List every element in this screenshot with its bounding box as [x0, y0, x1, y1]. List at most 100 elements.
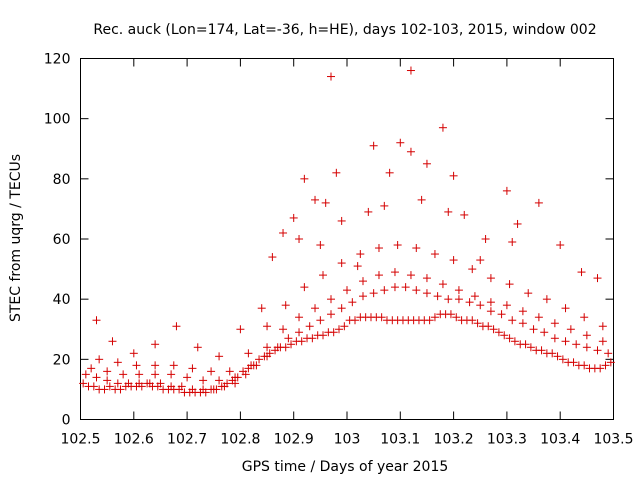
- data-point: [167, 370, 176, 379]
- data-point: [281, 301, 290, 310]
- data-point: [550, 334, 559, 343]
- data-point: [390, 268, 399, 277]
- data-point: [319, 331, 328, 340]
- data-series: [79, 310, 615, 397]
- data-point: [513, 219, 522, 228]
- data-point: [247, 361, 256, 370]
- plot-frame: [80, 58, 614, 420]
- data-point: [497, 310, 506, 319]
- data-point: [321, 198, 330, 207]
- data-point: [263, 352, 272, 361]
- data-point: [281, 343, 290, 352]
- data-point: [454, 295, 463, 304]
- data-point: [577, 268, 586, 277]
- data-point: [257, 304, 266, 313]
- data-point: [255, 355, 264, 364]
- data-point: [340, 322, 349, 331]
- data-point: [151, 340, 160, 349]
- data-point: [92, 316, 101, 325]
- data-point: [329, 328, 338, 337]
- data-point: [279, 228, 288, 237]
- data-point: [502, 301, 511, 310]
- data-series: [92, 123, 602, 361]
- data-point: [356, 250, 365, 259]
- data-point: [316, 241, 325, 250]
- data-point: [183, 373, 192, 382]
- data-point: [327, 310, 336, 319]
- data-point: [156, 379, 165, 388]
- data-series: [87, 268, 607, 385]
- data-point: [484, 322, 493, 331]
- data-point: [438, 123, 447, 132]
- data-point: [332, 168, 341, 177]
- data-point: [177, 382, 186, 391]
- data-point: [105, 382, 114, 391]
- data-point: [374, 244, 383, 253]
- data-series: [95, 241, 607, 376]
- data-point: [460, 210, 469, 219]
- data-point: [103, 367, 112, 376]
- data-point: [444, 207, 453, 216]
- data-point: [582, 331, 591, 340]
- data-point: [508, 238, 517, 247]
- data-point: [430, 313, 439, 322]
- x-tick-label: 103.1: [380, 432, 420, 448]
- x-tick-label: 102.8: [220, 432, 260, 448]
- x-tick-label: 102.5: [60, 432, 100, 448]
- data-point: [406, 66, 415, 75]
- data-point: [132, 361, 141, 370]
- data-point: [244, 349, 253, 358]
- data-point: [199, 376, 208, 385]
- data-point: [300, 283, 309, 292]
- data-series: [295, 66, 517, 265]
- y-tick-label: 0: [62, 413, 71, 429]
- data-point: [311, 304, 320, 313]
- data-point: [500, 331, 509, 340]
- data-point: [521, 340, 530, 349]
- data-point: [449, 256, 458, 265]
- data-point: [593, 346, 602, 355]
- data-point: [350, 316, 359, 325]
- data-point: [89, 382, 98, 391]
- data-point: [311, 195, 320, 204]
- data-point: [438, 280, 447, 289]
- data-point: [374, 271, 383, 280]
- data-point: [473, 319, 482, 328]
- data-point: [116, 385, 125, 394]
- x-tick-label: 103: [334, 432, 361, 448]
- data-point: [524, 289, 533, 298]
- data-point: [215, 376, 224, 385]
- data-point: [81, 370, 90, 379]
- data-point: [406, 147, 415, 156]
- data-point: [337, 216, 346, 225]
- data-point: [287, 340, 296, 349]
- data-point: [377, 313, 386, 322]
- data-point: [113, 379, 122, 388]
- data-point: [169, 361, 178, 370]
- data-point: [486, 274, 495, 283]
- data-point: [353, 262, 362, 271]
- data-point: [489, 325, 498, 334]
- axis-tick-labels: 102.5 102.6 102.7 102.8 102.9 103 103.1 103.2 10…: [44, 52, 634, 448]
- data-point: [103, 376, 112, 385]
- data-point: [225, 367, 234, 376]
- data-point: [569, 358, 578, 367]
- data-point: [446, 310, 455, 319]
- data-point: [124, 379, 133, 388]
- data-point: [561, 337, 570, 346]
- data-point: [572, 340, 581, 349]
- data-point: [95, 355, 104, 364]
- data-point: [108, 337, 117, 346]
- data-point: [337, 304, 346, 313]
- data-point: [119, 370, 128, 379]
- y-tick-label: 80: [53, 172, 71, 188]
- data-point: [396, 138, 405, 147]
- data-point: [369, 289, 378, 298]
- data-point: [393, 241, 402, 250]
- data-point: [145, 379, 154, 388]
- data-point: [548, 349, 557, 358]
- data-point: [444, 295, 453, 304]
- data-point: [486, 298, 495, 307]
- data-point: [358, 292, 367, 301]
